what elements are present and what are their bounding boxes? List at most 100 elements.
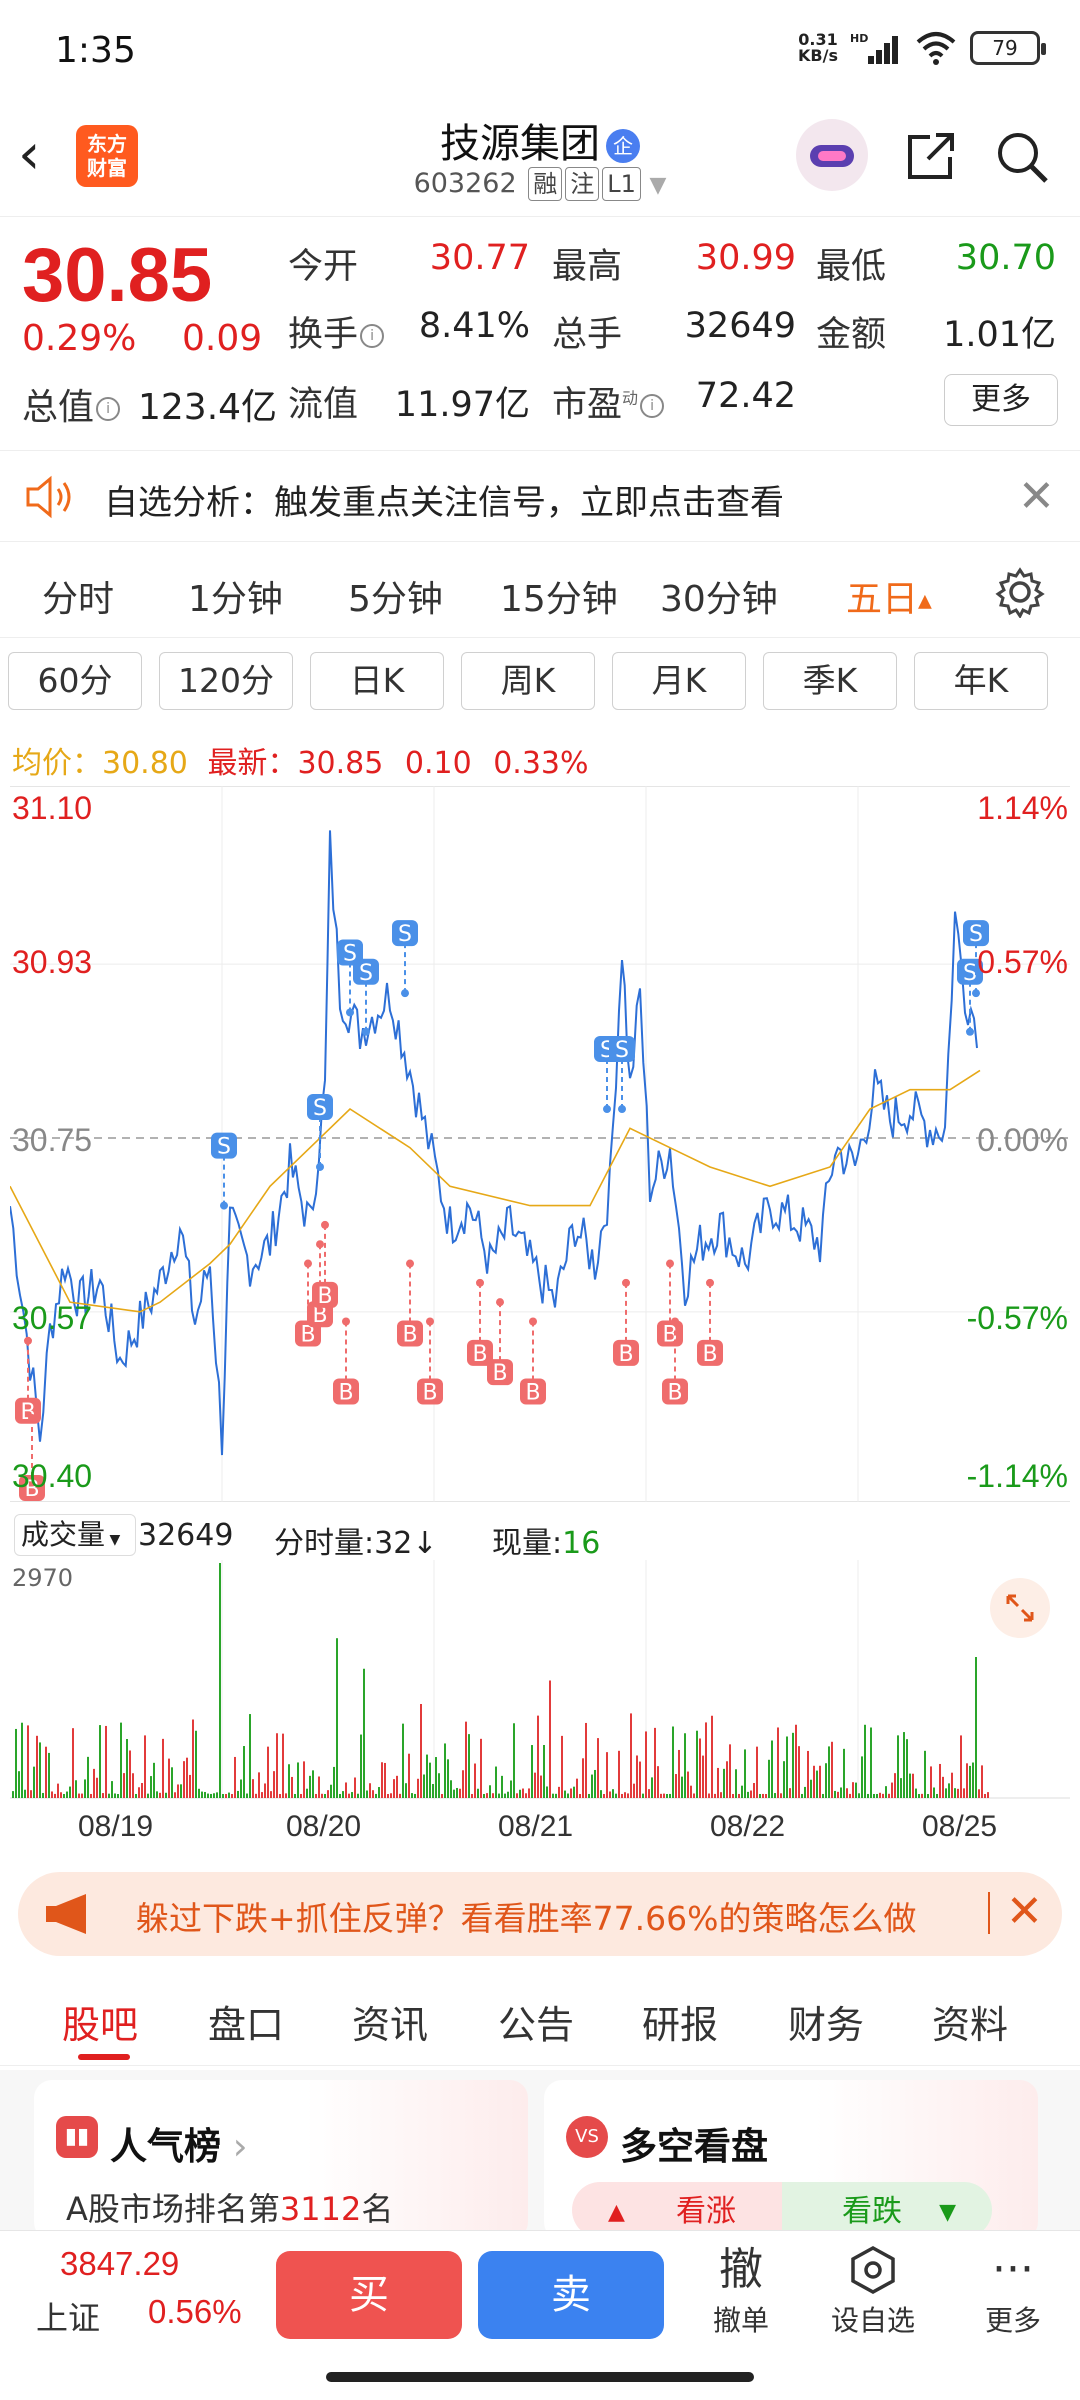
tab-monthly-k[interactable]: 月K	[612, 652, 746, 710]
buy-signal-marker: B	[467, 1278, 493, 1367]
cancel-order-button[interactable]: 撤 撤单	[686, 2241, 796, 2339]
volume-bar	[147, 1793, 149, 1798]
back-button[interactable]: ‹	[18, 122, 41, 187]
buy-signal-marker: B	[657, 1259, 683, 1348]
buy-button[interactable]: 买	[276, 2251, 462, 2339]
stock-code-row[interactable]: 603262 融注 L1 ▼	[0, 167, 1080, 201]
add-watchlist-label: 设自选	[830, 2304, 915, 2337]
sell-signal-marker: S	[609, 1036, 635, 1114]
tab-120min[interactable]: 120分	[159, 652, 293, 710]
volume-bar	[474, 1763, 476, 1798]
avg-price-label: 均价：	[12, 746, 102, 781]
volume-bar	[858, 1793, 860, 1798]
volume-bar	[201, 1791, 203, 1798]
volume-bar	[705, 1722, 707, 1798]
battery-icon: 79	[970, 31, 1046, 65]
volume-bar	[72, 1728, 74, 1798]
section-tabs: 股吧 盘口 资讯 公告 研报 财务 资料	[0, 1972, 1080, 2066]
signal-label: S	[398, 922, 412, 947]
volume-total: 32649	[138, 1518, 234, 1553]
tab-intraday[interactable]: 分时	[42, 579, 115, 620]
app-logo[interactable]: 东方 财富	[76, 125, 138, 187]
index-quote[interactable]: 3847.29 上证 0.56%	[0, 2231, 260, 2351]
volume-bar	[354, 1777, 356, 1798]
tab-guba[interactable]: 股吧	[62, 2003, 139, 2047]
close-icon[interactable]: ✕	[1006, 1886, 1043, 1937]
volume-bar	[927, 1793, 929, 1798]
high-value: 30.99	[695, 238, 796, 278]
volume-bar	[573, 1786, 575, 1798]
tab-five-day[interactable]: 五日▲	[846, 570, 932, 622]
tab-15min[interactable]: 15分钟	[500, 579, 618, 620]
buy-signal-marker: B	[520, 1317, 546, 1405]
volume-bar	[891, 1782, 893, 1798]
volume-bar	[213, 1793, 215, 1798]
volume-bar	[180, 1784, 182, 1798]
volume-bar	[156, 1791, 158, 1798]
info-icon[interactable]: i	[96, 397, 121, 421]
sell-button[interactable]: 卖	[478, 2251, 664, 2339]
ai-assistant-icon[interactable]	[796, 119, 868, 191]
open-value: 30.77	[429, 238, 530, 278]
volume-bar	[810, 1779, 812, 1798]
more-menu-button[interactable]: ··· 更多	[958, 2241, 1068, 2339]
volume-bar	[369, 1783, 371, 1798]
dropdown-arrow-icon[interactable]: ▼	[649, 173, 667, 198]
signal-badge	[520, 1378, 546, 1405]
tab-news[interactable]: 资讯	[352, 2003, 429, 2047]
volume-bar	[888, 1793, 890, 1798]
buy-signal-marker: B	[697, 1278, 723, 1367]
volume-chart[interactable]: 2970	[10, 1560, 1070, 1800]
tab-financials[interactable]: 财务	[788, 2003, 865, 2047]
info-icon[interactable]: i	[640, 394, 665, 418]
gear-icon[interactable]	[994, 566, 1046, 618]
volume-bar	[438, 1773, 440, 1798]
tab-weekly-k[interactable]: 周K	[461, 652, 595, 710]
signal-label: B	[338, 1380, 353, 1405]
expand-icon[interactable]	[990, 1578, 1050, 1638]
volume-bar	[312, 1770, 314, 1798]
volume-bar	[375, 1793, 377, 1798]
volume-bar	[816, 1770, 818, 1798]
tab-research[interactable]: 研报	[642, 2003, 719, 2047]
volume-bar	[783, 1761, 785, 1798]
popularity-card[interactable]: ▮▮ 人气榜 › A股市场排名第3112名	[34, 2080, 528, 2240]
promo-banner[interactable]: 躲过下跌+抓住反弹？看看胜率77.66%的策略怎么做 ✕	[18, 1872, 1062, 1956]
vote-up-button[interactable]: ▲ 看涨	[572, 2182, 782, 2238]
tab-profile[interactable]: 资料	[932, 2003, 1009, 2047]
volume-bar	[114, 1793, 116, 1798]
share-icon[interactable]	[900, 127, 960, 187]
info-icon[interactable]: i	[360, 324, 385, 348]
signal-label: B	[422, 1380, 437, 1405]
volume-bar	[426, 1754, 428, 1798]
tab-daily-k[interactable]: 日K	[310, 652, 444, 710]
tab-announcements[interactable]: 公告	[498, 2003, 575, 2047]
volume-bar	[423, 1774, 425, 1798]
add-watchlist-button[interactable]: 设自选	[818, 2241, 928, 2339]
tab-1min[interactable]: 1分钟	[188, 579, 283, 620]
vote-down-button[interactable]: 看跌 ▼	[782, 2182, 992, 2238]
volume-bar	[138, 1787, 140, 1798]
volume-bar	[630, 1713, 632, 1798]
tab-order-book[interactable]: 盘口	[208, 2003, 285, 2047]
volume-bar	[822, 1793, 824, 1798]
tab-60min[interactable]: 60分	[8, 652, 142, 710]
more-button[interactable]: 更多	[944, 374, 1058, 426]
volume-indicator-select[interactable]: 成交量 ▼	[14, 1514, 136, 1556]
close-icon[interactable]: ✕	[1018, 471, 1055, 522]
search-icon[interactable]	[992, 127, 1052, 187]
date-axis: 08/19 08/20 08/21 08/22 08/25	[10, 1804, 1070, 1854]
signal-label: S	[343, 941, 357, 966]
bull-bear-card[interactable]: VS 多空看盘 ▲ 看涨 看跌 ▼	[544, 2080, 1038, 2240]
alert-banner[interactable]: 自选分析：触发重点关注信号，立即点击查看 ✕	[0, 450, 1080, 542]
pe-superscript: 动	[622, 388, 639, 408]
tab-30min[interactable]: 30分钟	[660, 579, 778, 620]
tab-5min[interactable]: 5分钟	[348, 579, 443, 620]
signal-badge	[307, 1093, 333, 1120]
home-indicator[interactable]	[326, 2372, 754, 2382]
tab-yearly-k[interactable]: 年K	[914, 652, 1048, 710]
signal-badge	[397, 1320, 423, 1347]
tab-quarterly-k[interactable]: 季K	[763, 652, 897, 710]
buy-signal-marker: B	[295, 1259, 321, 1348]
